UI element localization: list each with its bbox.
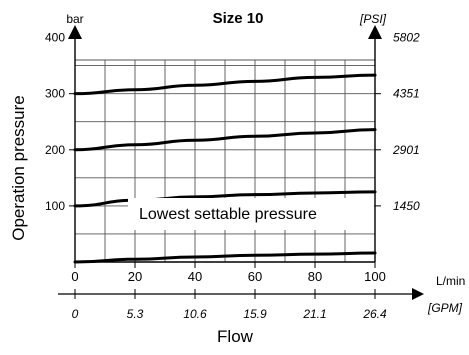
series-line-1 [73, 73, 377, 96]
y-left-tick-label: 400 [45, 31, 65, 45]
x-tick-label: 20 [128, 269, 142, 284]
x-secondary-tick-label: 0 [72, 307, 79, 321]
x-secondary-tick-label: 26.4 [362, 307, 387, 321]
y-left-tick-label: 200 [45, 143, 65, 157]
x-tick-label: 40 [188, 269, 202, 284]
y-left-tick-labels: 100 200 300 400 [45, 31, 75, 213]
y-left-tick-label: 300 [45, 87, 65, 101]
x-unit-secondary-label: [GPM] [427, 301, 463, 315]
x-secondary-tick-label: 10.6 [183, 307, 207, 321]
x-tick-label: 60 [248, 269, 262, 284]
y-axis-title: Operation pressure [9, 95, 28, 241]
x-tick-labels: 0 20 40 60 80 100 [71, 262, 386, 284]
x-tick-label: 80 [308, 269, 322, 284]
x-axis-title: Flow [217, 327, 254, 346]
series-line-4 [73, 251, 377, 264]
x-tick-label: 0 [71, 269, 78, 284]
annotation-background [128, 198, 374, 230]
y-right-tick-label: 4351 [393, 87, 420, 101]
x-secondary-tick-label: 5.3 [127, 307, 144, 321]
series-group [73, 73, 377, 264]
x-secondary-tick-labels: 0 5.3 10.6 15.9 21.1 26.4 [72, 289, 387, 321]
y-right-tick-labels: 1450 2901 4351 5802 [375, 31, 420, 213]
plot-frame [58, 25, 424, 300]
x-tick-label: 100 [364, 269, 386, 284]
chart-title: Size 10 [213, 10, 264, 27]
series-line-2 [73, 128, 377, 152]
y-right-tick-label: 1450 [393, 199, 420, 213]
x-secondary-tick-label: 21.1 [302, 307, 326, 321]
y-unit-right-label: [PSI] [359, 12, 387, 26]
y-unit-left-label: bar [66, 12, 83, 26]
x-unit-primary-label: L/min [436, 274, 465, 288]
y-right-tick-label: 5802 [393, 31, 420, 45]
series-line-3 [73, 190, 377, 208]
x-secondary-tick-label: 15.9 [243, 307, 267, 321]
y-left-tick-label: 100 [45, 199, 65, 213]
annotation-text: Lowest settable pressure [139, 206, 317, 223]
y-right-tick-label: 2901 [392, 143, 420, 157]
